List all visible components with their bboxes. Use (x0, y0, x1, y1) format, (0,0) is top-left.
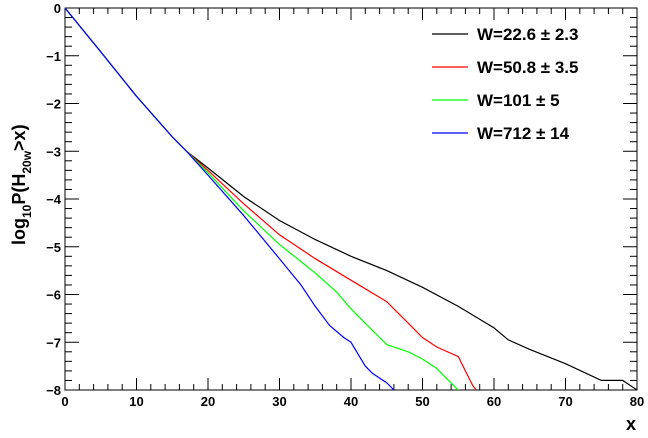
x-tick-labels: 0 10 20 30 40 50 60 70 80 (61, 394, 644, 409)
y-axis-title-base-sub: 10 (20, 204, 34, 218)
axis-ticks (64, 7, 638, 391)
x-tick-label: 10 (129, 394, 143, 409)
y-axis-title-func-sub: 20w (20, 150, 34, 173)
legend-label: W=101 ± 5 (477, 91, 560, 110)
legend-label: W=22.6 ± 2.3 (477, 25, 578, 44)
y-tick-label: −7 (46, 335, 61, 350)
x-tick-label: 60 (487, 394, 501, 409)
y-tick-label: 0 (54, 1, 61, 16)
legend: W=22.6 ± 2.3 W=50.8 ± 3.5 W=101 ± 5 W=712 ±… (432, 25, 578, 143)
y-tick-label: −2 (46, 97, 61, 112)
series-line (64, 7, 477, 391)
x-tick-label: 50 (415, 394, 429, 409)
y-tick-label: −3 (46, 144, 61, 159)
y-tick-label: −6 (46, 288, 61, 303)
x-axis-title: x (626, 414, 636, 434)
y-axis-title-tail: >x) (9, 124, 29, 151)
series-line (64, 7, 459, 391)
y-axis-title: log10P(H20w>x) (9, 124, 34, 245)
legend-label: W=712 ± 14 (477, 124, 570, 143)
x-tick-label: 30 (272, 394, 286, 409)
x-tick-label: 80 (630, 394, 644, 409)
y-tick-label: −5 (46, 240, 61, 255)
x-tick-label: 20 (201, 394, 215, 409)
series-line (64, 7, 395, 391)
y-tick-labels: 0 −1 −2 −3 −4 −5 −6 −7 −8 (46, 1, 62, 398)
x-tick-label: 0 (61, 394, 68, 409)
series-lines (64, 7, 638, 391)
x-tick-label: 40 (344, 394, 358, 409)
x-tick-label: 70 (558, 394, 572, 409)
y-tick-label: −1 (46, 49, 61, 64)
y-axis-title-func: P(H (9, 174, 29, 205)
y-axis-title-base: log (9, 218, 29, 245)
y-tick-label: −8 (46, 383, 61, 398)
legend-label: W=50.8 ± 3.5 (477, 58, 578, 77)
y-tick-label: −4 (46, 192, 62, 207)
